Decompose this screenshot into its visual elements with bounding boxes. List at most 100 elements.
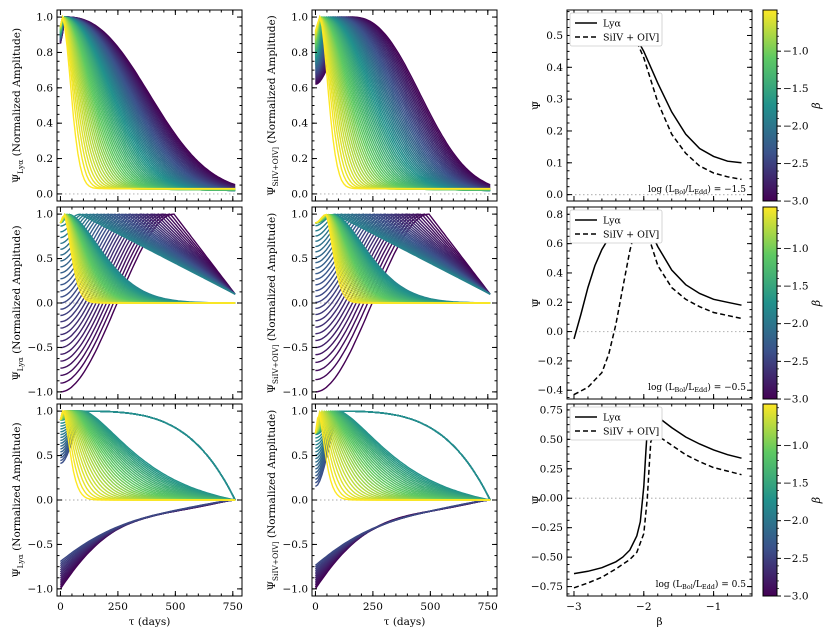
legend-label: Lyα	[603, 413, 622, 424]
y-tick-label: −0.75	[531, 581, 563, 593]
y-tick-label: 0.2	[291, 153, 308, 165]
transfer-curve	[59, 499, 236, 575]
transfer-curve	[59, 409, 236, 501]
ylabel-rest: (Normalized Amplitude)	[11, 225, 23, 357]
transfer-curve	[315, 410, 491, 501]
ylabel-rest: (Normalized Amplitude)	[11, 422, 23, 554]
transfer-curve	[59, 499, 236, 577]
y-tick-label: 0.2	[546, 297, 563, 309]
panel-mean_high: −3 −2 −1 −0.75 −0.50 −0.25 0.00 0.25 0.50 0.75 Ψ̄ β…	[531, 403, 753, 628]
legend-label: SiIV + OIV]	[603, 427, 659, 438]
transfer-curve	[59, 499, 236, 571]
y-tick-label: 0.4	[546, 62, 563, 74]
y-tick-label: 0.4	[546, 267, 563, 279]
y-tick-label: 0.0	[36, 298, 53, 310]
legend: Lyα SiIV + OIV]	[569, 209, 663, 244]
colorbar-gradient	[762, 9, 778, 202]
transfer-curve	[59, 499, 236, 569]
y-tick-label: 0.75	[540, 404, 563, 416]
y-tick-label: −1.0	[283, 386, 309, 398]
y-tick-label: 1.0	[36, 12, 53, 24]
x-tick-label: 250	[108, 601, 128, 613]
axes-frame	[566, 9, 753, 202]
ylabel-symbol: Ψ	[266, 581, 278, 590]
panel-lya_low: 0.0 0.2 0.4 0.6 0.8 1.0 ΨLyα (Normalized Ampli…	[11, 9, 243, 202]
transfer-curve	[314, 14, 491, 190]
ylabel-symbol: Ψ	[266, 384, 278, 393]
panel-mean_low: 0.0 0.1 0.2 0.3 0.4 0.5 Ψ̄ Lyα SiIV + OIV] log (L…	[531, 9, 753, 202]
y-axis-label: Ψ̄	[531, 101, 543, 110]
transfer-curve	[60, 213, 236, 384]
y-tick-label: 1.0	[291, 12, 308, 24]
y-tick-label: −0.5	[28, 539, 54, 551]
y-tick-label: −0.2	[538, 355, 564, 367]
y-axis-label: ΨLyα (Normalized Amplitude)	[11, 225, 25, 380]
y-tick-label: 0.0	[291, 298, 308, 310]
legend-label: Lyα	[603, 216, 622, 227]
ylabel-rest: (Normalized Amplitude)	[266, 15, 278, 147]
legend-label: Lyα	[603, 19, 622, 30]
transfer-curve	[59, 214, 236, 304]
colorbar-tick-label: −2.5	[783, 553, 809, 565]
y-tick-label: 0.8	[291, 47, 308, 59]
ylabel-subscript: SiIV+OIV]	[271, 344, 280, 384]
colorbar-tick-label: −1.0	[783, 243, 809, 255]
transfer-curve	[59, 499, 236, 579]
y-tick-label: 0.0	[36, 495, 53, 507]
plot-area	[57, 212, 242, 393]
plot-area	[57, 409, 242, 590]
colorbar-tick-label: −1.5	[783, 83, 809, 95]
colorbar-label: β	[810, 102, 823, 109]
y-tick-label: −0.4	[538, 385, 564, 397]
transfer-curve	[60, 213, 236, 329]
transfer-curve	[60, 410, 236, 501]
colorbar-tick-label: −2.0	[783, 515, 809, 527]
axes-frame	[566, 403, 753, 597]
colorbar-gradient	[762, 206, 778, 400]
y-axis-label: ΨLyα (Normalized Amplitude)	[11, 28, 25, 183]
y-tick-label: 0.5	[291, 253, 308, 265]
transfer-curve	[59, 499, 236, 581]
y-axis-label: ΨSiIV+OIV] (Normalized Amplitude)	[266, 410, 280, 591]
transfer-curve	[314, 499, 491, 570]
legend: Lyα SiIV + OIV]	[569, 12, 663, 47]
ylabel-subscript: Lyα	[16, 160, 25, 174]
colorbar-1: −3.0 −2.5 −2.0 −1.5 −1.0 β	[762, 206, 823, 406]
transfer-curve	[59, 499, 236, 567]
ylabel-symbol: Ψ	[11, 174, 23, 183]
panel-lya_high: 0 250 500 750 −1.0 −0.5 0.0 0.5 1.0 ΨLyα (Normali…	[11, 403, 243, 628]
y-axis-label: ΨSiIV+OIV] (Normalized Amplitude)	[266, 15, 280, 196]
eddington-annotation: log (LBol/LEdd) = 0.5	[656, 579, 747, 591]
transfer-curve	[60, 213, 236, 295]
transfer-curve	[60, 213, 236, 369]
transfer-curve	[60, 213, 236, 349]
y-tick-label: 0.5	[546, 30, 563, 42]
y-tick-label: 0.8	[546, 209, 563, 221]
y-tick-label: −0.5	[28, 342, 54, 354]
transfer-curve	[314, 499, 491, 579]
x-tick-label: 500	[165, 601, 185, 613]
y-tick-label: −1.0	[28, 386, 54, 398]
y-tick-label: −1.0	[28, 583, 54, 595]
transfer-curve	[315, 213, 491, 295]
colorbar-tick-label: −1.5	[783, 478, 809, 490]
colorbar-0: −3.0 −2.5 −2.0 −1.5 −1.0 β	[762, 9, 823, 208]
ylabel-rest: (Normalized Amplitude)	[266, 410, 278, 542]
x-tick-label: 750	[223, 601, 243, 613]
colorbar-tick-label: −1.5	[783, 281, 809, 293]
transfer-curve	[314, 499, 491, 584]
y-tick-label: 0.0	[546, 326, 563, 338]
x-tick-label: −3	[566, 601, 581, 613]
y-tick-label: 0.0	[291, 495, 308, 507]
y-tick-label: 0.6	[546, 238, 563, 250]
transfer-curve	[314, 412, 491, 501]
y-axis-label: Ψ̄	[531, 298, 543, 307]
x-tick-label: 250	[363, 601, 383, 613]
y-tick-label: 0.4	[291, 118, 308, 130]
transfer-curve	[59, 499, 236, 584]
ylabel-subscript: Lyα	[16, 554, 25, 568]
ylabel-subscript: Lyα	[16, 357, 25, 371]
x-tick-label: 500	[420, 601, 440, 613]
